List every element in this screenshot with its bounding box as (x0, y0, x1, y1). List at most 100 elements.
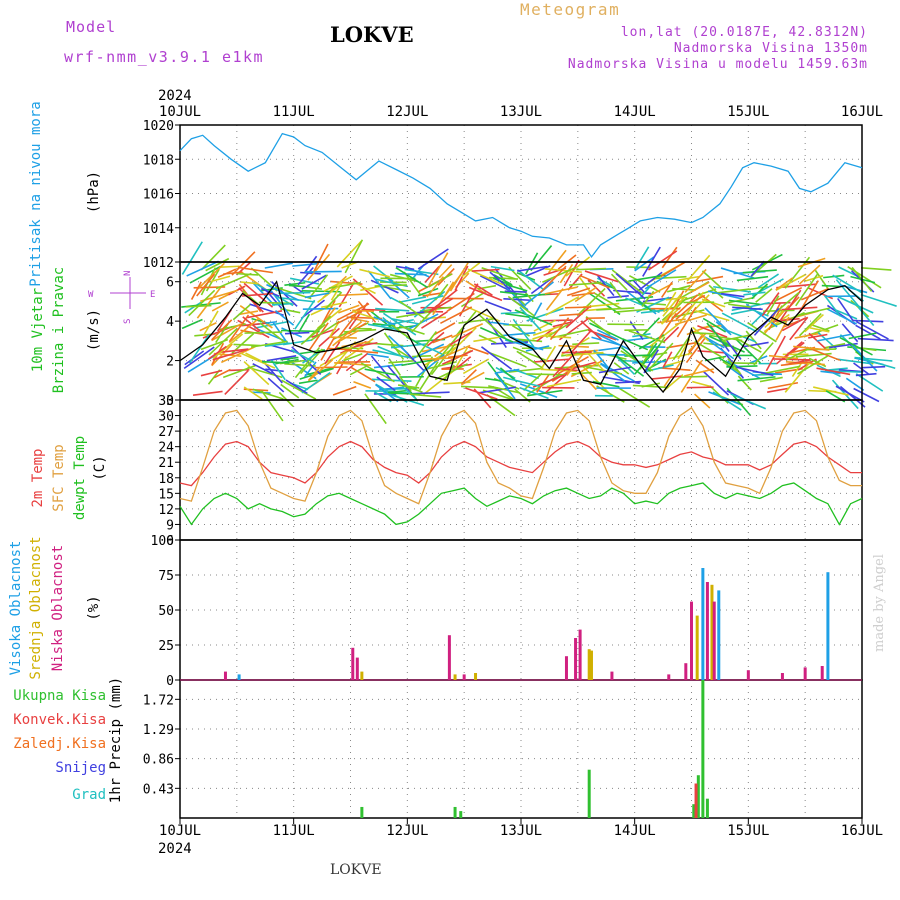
wind-vector (753, 342, 774, 366)
niska-bar (447, 635, 451, 680)
wind-vector (598, 346, 621, 352)
wind-vector (523, 372, 543, 391)
wind-vector (321, 301, 348, 309)
wind-vector (505, 283, 528, 292)
wind-vector (721, 312, 758, 333)
wind-vector (813, 386, 849, 396)
y-tick-label: 24 (158, 441, 174, 456)
wind-vector (399, 325, 425, 335)
niska-axis-label: Niska Oblacnost (50, 545, 66, 671)
sfc-temp-line (179, 406, 862, 505)
niska-bar (820, 666, 824, 680)
wind-vector (793, 345, 830, 351)
wind-vector (336, 293, 369, 297)
wind-vector (395, 267, 429, 289)
wind-vector (471, 268, 500, 272)
wind-vector (638, 284, 653, 301)
wind-vector (337, 329, 359, 343)
wind-vector (519, 386, 549, 400)
y-tick-label: 75 (158, 569, 174, 584)
wind-vector (212, 333, 244, 360)
wind-vector (679, 375, 708, 378)
wind-vector (190, 281, 202, 300)
wind-vector (618, 387, 651, 408)
station-title: LOKVE (330, 22, 414, 47)
wind-vector (615, 354, 645, 377)
wind-vector (200, 289, 238, 303)
wind-vector (567, 273, 583, 291)
wind-vector (684, 268, 707, 293)
wind-vector (596, 329, 619, 341)
wind-vector (644, 269, 677, 290)
wind-vector (370, 279, 399, 294)
wind-vector (609, 281, 623, 299)
wind-vector (228, 317, 260, 344)
wind-vector (517, 265, 548, 272)
wind-unit-label: (m/s) (86, 309, 102, 351)
wind-vector (461, 385, 499, 389)
wind-vector (672, 335, 691, 361)
x-tick-label-top: 11JUL (273, 104, 315, 120)
wind-vector (816, 367, 851, 376)
wind-vector (477, 313, 506, 339)
compass-w: W (88, 290, 94, 300)
wind-vector (501, 331, 536, 337)
ukupna-bar (360, 806, 364, 818)
wind-vector (832, 274, 863, 294)
wind-vector (367, 270, 392, 300)
wind-vector (775, 273, 807, 291)
y-tick-label: 27 (158, 425, 174, 440)
wind-vector (663, 362, 681, 387)
wind-vector (518, 284, 534, 303)
wind-vector (372, 349, 410, 359)
y-tick-label: 0.43 (143, 782, 174, 797)
wind-vector (702, 370, 730, 396)
wind-vector (479, 326, 514, 343)
wind-vector (188, 334, 210, 364)
wind-vector (211, 319, 233, 341)
wind-vector (447, 354, 468, 359)
wind-vector (503, 376, 541, 388)
ukupna-bar (453, 806, 457, 818)
wind-vector (641, 382, 660, 388)
wind-vector (401, 385, 417, 400)
wind-vector (634, 256, 655, 272)
wind-vector (511, 324, 530, 337)
wind-vector (648, 342, 674, 370)
wind-vector (861, 365, 886, 369)
wind-vector (576, 267, 607, 271)
wind-vector (847, 265, 882, 289)
wind-vector (607, 294, 629, 299)
wind-vector (668, 352, 693, 360)
y-tick-label: 30 (158, 410, 174, 425)
wind-vector (643, 349, 659, 374)
wind-vector (240, 352, 276, 369)
wind-vector (694, 340, 725, 360)
precip-legend-item: Grad (72, 787, 106, 803)
y-tick-label: 18 (158, 472, 174, 487)
wind-vector (853, 387, 880, 403)
wind-vector (571, 292, 596, 297)
wind-vector (713, 285, 751, 293)
y-tick-label: 1020 (143, 119, 174, 134)
wind-vector (743, 341, 769, 348)
wind-vector (697, 325, 728, 338)
wind-vector (701, 270, 724, 291)
wind-vector (519, 306, 542, 332)
wind-vector (219, 265, 240, 268)
meteogram-title: Meteogram (520, 0, 621, 19)
wind-vector (532, 374, 565, 388)
wind-vector (270, 359, 286, 381)
wind-vector (841, 323, 859, 343)
wind-vector (855, 324, 881, 340)
wind-vector (438, 264, 453, 279)
wind-vector (512, 346, 550, 363)
compass-e: E (150, 290, 155, 300)
wind-vector (298, 379, 318, 385)
pressure-axis-label: Pritisak na nivou mora (28, 101, 44, 286)
wind-vector (581, 365, 611, 395)
wind-vector (438, 330, 463, 360)
wind-vector (434, 342, 452, 358)
niska-bar (223, 671, 227, 680)
